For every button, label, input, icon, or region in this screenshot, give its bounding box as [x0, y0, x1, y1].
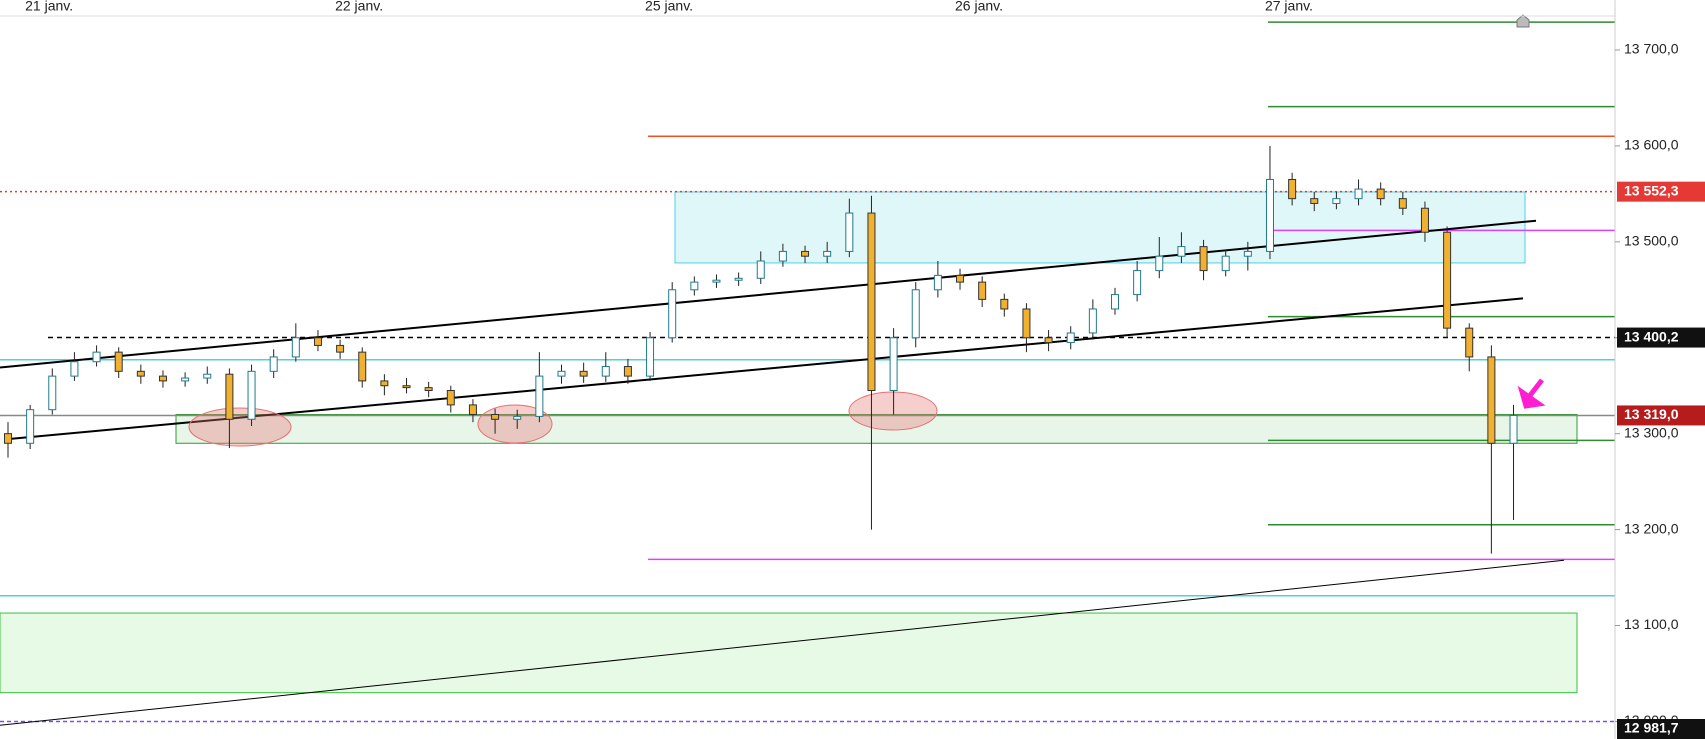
candle-body — [1133, 270, 1142, 296]
x-tick-label: 27 janv. — [1265, 0, 1313, 14]
candle-body — [70, 361, 79, 377]
candle-body — [158, 375, 167, 382]
candle-body — [1265, 178, 1274, 252]
candle-body — [1465, 327, 1474, 358]
price-tag — [1617, 719, 1705, 739]
candle-body — [225, 373, 234, 420]
candle-body — [313, 337, 322, 346]
candle-body — [1111, 294, 1119, 310]
candle-body — [247, 370, 256, 420]
trendline — [4, 297, 1524, 441]
candle-body — [668, 289, 677, 339]
candle-body — [1310, 198, 1319, 204]
candle-body — [1243, 250, 1252, 257]
candle-body — [291, 337, 300, 358]
candle-body — [114, 351, 123, 372]
candle-body — [1022, 308, 1031, 339]
x-tick-label: 26 janv. — [955, 0, 1003, 14]
candle-body — [1155, 255, 1164, 272]
candle-body — [402, 385, 411, 389]
candle-body — [336, 344, 345, 353]
price-tag-label: 13 319,0 — [1624, 406, 1679, 422]
candle-body — [712, 279, 721, 283]
highlight-ellipse — [188, 407, 292, 447]
candle-body — [756, 260, 765, 279]
candle-body — [1066, 332, 1075, 344]
y-tick-label: 13 200,0 — [1624, 520, 1679, 536]
price-tag-label: 13 552,3 — [1624, 182, 1679, 198]
candle-body — [136, 370, 145, 377]
price-tag — [1617, 327, 1705, 348]
candle-body — [1288, 178, 1297, 200]
candle-body — [690, 281, 699, 291]
candle-body — [911, 289, 920, 339]
x-tick-label: 25 janv. — [645, 0, 693, 14]
candle-body — [424, 387, 433, 392]
candle-body — [181, 377, 190, 382]
candle-body — [491, 413, 500, 420]
price-tag — [1617, 405, 1705, 426]
candle-body — [468, 404, 477, 415]
candle-body — [1398, 198, 1407, 209]
zone — [0, 612, 1578, 694]
candle-body — [1199, 246, 1208, 272]
candle-body — [734, 277, 743, 281]
candle-body — [623, 366, 632, 377]
trendline — [0, 559, 1565, 726]
y-tick-label: 13 700,0 — [1624, 41, 1679, 57]
candle-body — [1376, 188, 1385, 200]
candle-body — [48, 375, 57, 411]
candle-body — [867, 212, 876, 392]
candle-body — [579, 370, 588, 377]
candle-body — [1177, 246, 1186, 257]
candle-body — [1443, 231, 1452, 329]
candle-body — [380, 380, 389, 387]
y-tick-label: 13 600,0 — [1624, 137, 1679, 153]
candle-body — [823, 250, 832, 257]
candle-body — [1509, 414, 1518, 444]
candle-body — [601, 366, 610, 377]
candle-body — [889, 337, 898, 392]
candle-body — [1221, 255, 1230, 272]
price-tag — [1617, 181, 1705, 202]
x-tick-label: 21 janv. — [25, 0, 73, 14]
candle-body — [801, 250, 810, 257]
candle-body — [269, 356, 278, 372]
y-tick-label: 13 500,0 — [1624, 233, 1679, 249]
candle-body — [358, 351, 367, 382]
candle-body — [1088, 308, 1097, 334]
candle-body — [1332, 198, 1341, 204]
candle-body — [646, 337, 655, 377]
highlight-ellipse — [848, 391, 938, 431]
y-tick-label: 13 100,0 — [1624, 616, 1679, 632]
candle-body — [778, 250, 787, 262]
zone — [674, 191, 1526, 264]
candle-body — [92, 351, 101, 363]
trendline — [0, 219, 1537, 369]
candle-body — [1420, 207, 1429, 233]
candle-body — [1354, 188, 1363, 200]
candle-body — [956, 274, 965, 283]
pointer-arrow — [1517, 378, 1546, 409]
candle-body — [557, 370, 566, 377]
candle-body — [1044, 337, 1053, 344]
candle-body — [978, 281, 987, 300]
candle-body — [513, 415, 522, 420]
candle-body — [933, 274, 942, 291]
candle-body — [1487, 356, 1496, 444]
candle-body — [4, 433, 12, 444]
candle-body — [203, 373, 212, 379]
y-tick-label: 13 300,0 — [1624, 424, 1679, 440]
candle-body — [446, 390, 455, 406]
candle-body — [1000, 298, 1009, 310]
candle-body — [26, 409, 35, 444]
candle-body — [535, 375, 544, 417]
x-tick-label: 22 janv. — [335, 0, 383, 14]
price-tag-label: 13 400,2 — [1624, 328, 1679, 344]
candle-body — [845, 212, 854, 252]
price-tag-label: 12 981,7 — [1624, 720, 1679, 736]
